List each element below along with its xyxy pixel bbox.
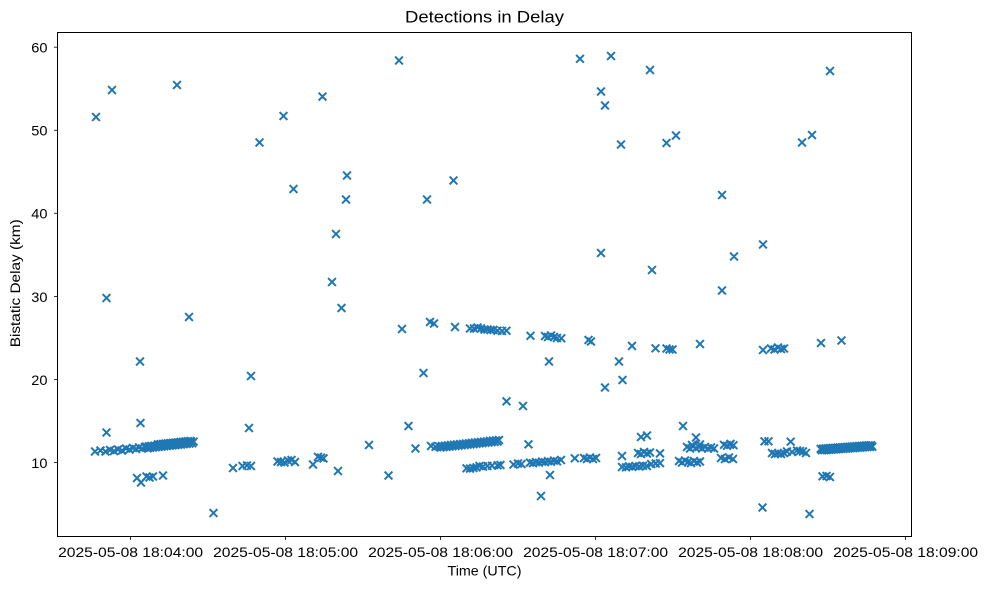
svg-text:40: 40: [31, 206, 47, 222]
svg-text:2025-05-08 18:06:00: 2025-05-08 18:06:00: [368, 544, 513, 560]
svg-text:Detections in Delay: Detections in Delay: [405, 7, 565, 26]
svg-text:2025-05-08 18:08:00: 2025-05-08 18:08:00: [678, 544, 823, 560]
svg-text:Bistatic Delay (km): Bistatic Delay (km): [7, 219, 23, 347]
svg-text:20: 20: [31, 372, 47, 388]
svg-text:30: 30: [31, 289, 47, 305]
svg-text:Time (UTC): Time (UTC): [448, 563, 522, 579]
svg-text:2025-05-08 18:09:00: 2025-05-08 18:09:00: [833, 544, 978, 560]
svg-text:60: 60: [31, 40, 47, 56]
svg-text:10: 10: [31, 455, 47, 471]
svg-text:50: 50: [31, 123, 47, 139]
svg-text:2025-05-08 18:04:00: 2025-05-08 18:04:00: [58, 544, 203, 560]
svg-text:2025-05-08 18:07:00: 2025-05-08 18:07:00: [523, 544, 668, 560]
svg-text:2025-05-08 18:05:00: 2025-05-08 18:05:00: [213, 544, 358, 560]
